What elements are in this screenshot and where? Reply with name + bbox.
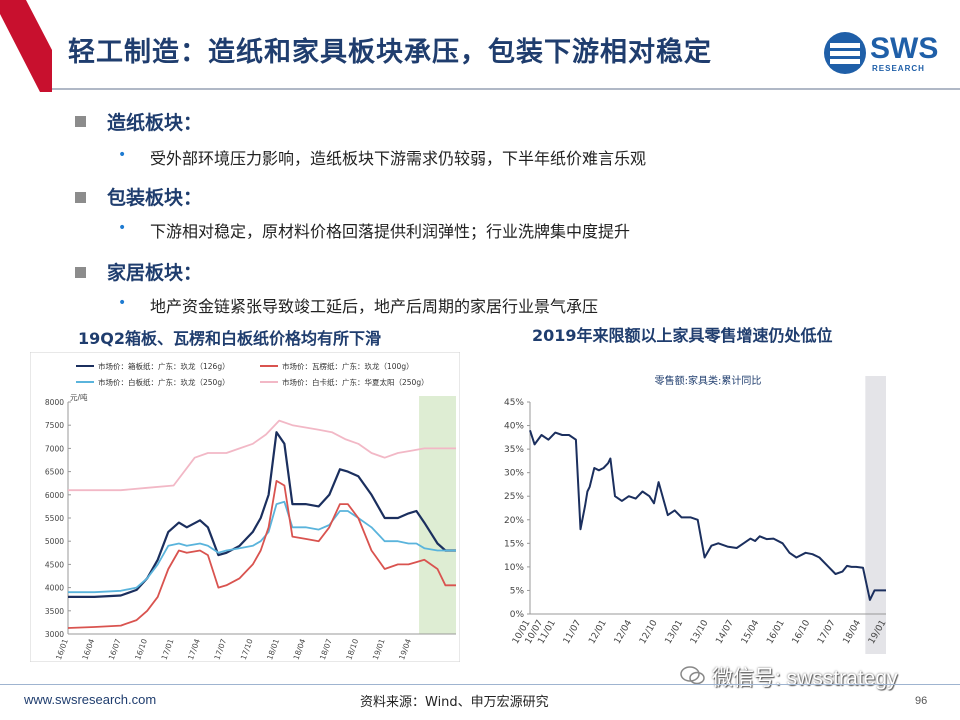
footer-source: 资料来源：Wind、申万宏源研究 <box>360 695 549 710</box>
logo-icon <box>822 30 868 76</box>
series-label: 零售额:家具类:累计同比 <box>655 374 762 387</box>
y-tick-label: 7000 <box>45 444 64 453</box>
section-bullet: 下游相对稳定，原材料价格回落提供利润弹性；行业洗牌集中度提升 <box>150 222 631 241</box>
logo-subtext: RESEARCH <box>872 64 925 73</box>
chart-title-paper: 19Q2箱板、瓦楞和白板纸价格均有所下滑 <box>78 329 382 348</box>
series-line <box>68 419 456 492</box>
y-tick-label: 5% <box>510 586 525 596</box>
section-bullet: 受外部环境压力影响，造纸板块下游需求仍较弱，下半年纸价难言乐观 <box>150 149 647 168</box>
shaded-period <box>865 376 886 654</box>
section-bullet: 地产资金链紧张导致竣工延后，地产后周期的家居行业景气承压 <box>150 297 599 316</box>
series-line <box>68 500 456 594</box>
section-marker-icon <box>75 192 86 203</box>
y-tick-label: 6500 <box>45 468 64 477</box>
wechat-icon <box>680 664 706 686</box>
y-tick-label: 15% <box>504 539 524 549</box>
section-heading: 家居板块： <box>107 262 203 284</box>
logo-text: SWS <box>870 32 939 65</box>
series-line <box>67 479 456 629</box>
y-tick-label: 4000 <box>45 584 64 593</box>
legend-label: 市场价：瓦楞纸：广东：玖龙（100g） <box>282 361 414 371</box>
y-tick-label: 7500 <box>45 421 64 430</box>
y-tick-label: 6000 <box>45 491 64 500</box>
legend-label: 市场价：白卡纸：广东：华夏太阳（250g） <box>282 377 429 387</box>
y-tick-label: 20% <box>504 516 524 526</box>
section-heading: 造纸板块： <box>107 112 203 134</box>
y-tick-label: 5000 <box>45 537 64 546</box>
page-title: 轻工制造：造纸和家具板块承压，包装下游相对稳定 <box>68 37 712 68</box>
y-tick-label: 35% <box>504 445 524 455</box>
legend-label: 市场价：白板纸：广东：玖龙（250g） <box>98 377 230 387</box>
y-tick-label: 45% <box>504 398 524 408</box>
furniture-retail-chart: 零售额:家具类:累计同比 0% 5% 10% 15% 20% 25% 30% 35% 40% 45%… <box>482 352 894 662</box>
section-heading: 包装板块： <box>107 187 203 209</box>
title-divider <box>52 88 960 90</box>
section-marker-icon <box>75 116 86 127</box>
chart-frame <box>30 352 460 662</box>
y-tick-label: 30% <box>504 469 524 479</box>
y-tick-label: 3000 <box>45 630 64 639</box>
legend-label: 市场价：箱板纸：广东：玖龙（126g） <box>98 361 230 371</box>
y-unit-label: 元/吨 <box>70 392 88 402</box>
shaded-period <box>419 396 456 634</box>
bullet-dot-icon: • <box>118 147 127 163</box>
series-line <box>68 431 456 598</box>
y-tick-label: 40% <box>504 422 524 432</box>
series-line <box>529 429 886 601</box>
bullet-dot-icon: • <box>118 295 127 311</box>
y-tick-label: 5500 <box>45 514 64 523</box>
chart-frame <box>482 352 894 662</box>
chart-title-furniture: 2019年来限额以上家具零售增速仍处低位 <box>532 326 833 345</box>
footer-url[interactable]: www.swsresearch.com <box>24 692 157 707</box>
section-marker-icon <box>75 267 86 278</box>
page-number: 96 <box>915 695 928 707</box>
bullet-dot-icon: • <box>118 220 127 236</box>
title-red-bar <box>0 0 52 92</box>
paper-price-chart: 3000 3500 4000 4500 5000 5500 6000 6500 7000 7500… <box>30 352 460 662</box>
footer-divider <box>0 684 960 685</box>
y-tick-label: 10% <box>504 563 524 573</box>
wechat-watermark: 微信号: swsstrategy <box>712 667 898 690</box>
y-tick-label: 3500 <box>45 607 64 616</box>
y-tick-label: 0% <box>510 610 525 620</box>
y-tick-label: 8000 <box>45 398 64 407</box>
y-tick-label: 4500 <box>45 560 64 569</box>
y-tick-label: 25% <box>504 492 524 502</box>
